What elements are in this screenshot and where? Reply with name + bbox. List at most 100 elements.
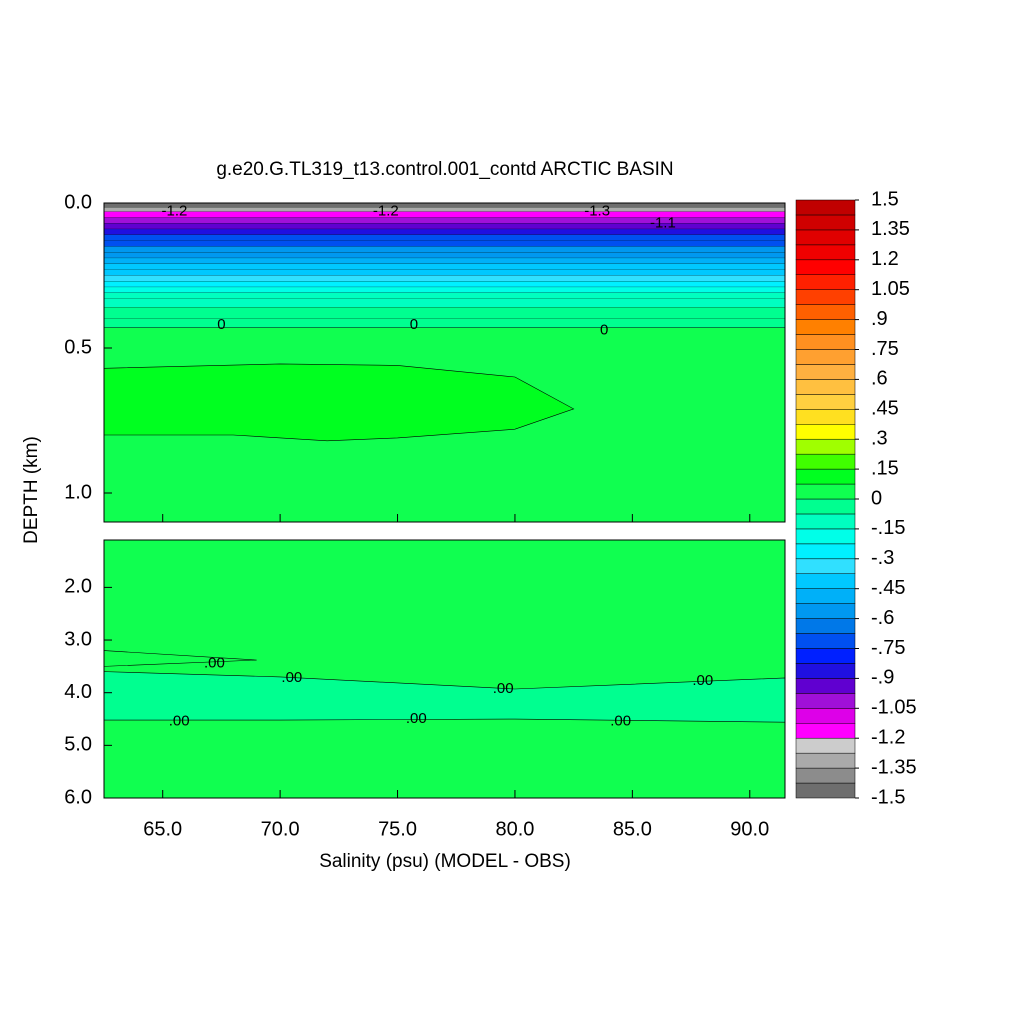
colorbar-label: .9 bbox=[871, 308, 888, 330]
contour-label: .00 bbox=[281, 669, 302, 686]
colorbar-box bbox=[795, 752, 856, 769]
colorbar-label: 1.35 bbox=[871, 218, 910, 240]
colorbar-box bbox=[795, 468, 856, 485]
colorbar-label: -1.2 bbox=[871, 726, 905, 748]
colorbar-label: 1.5 bbox=[871, 188, 899, 210]
colorbar-label: -1.05 bbox=[871, 697, 917, 719]
colorbar-label: -.9 bbox=[871, 667, 894, 689]
contour-band bbox=[104, 223, 785, 230]
contour-label: -1.1 bbox=[650, 214, 676, 231]
colorbar-label: .75 bbox=[871, 338, 899, 360]
contour-band bbox=[104, 203, 785, 208]
colorbar-box bbox=[795, 737, 856, 754]
colorbar-box bbox=[795, 349, 856, 365]
colorbar-box bbox=[795, 528, 856, 545]
x-tick-label: 85.0 bbox=[613, 818, 652, 840]
y-tick-label: 2.0 bbox=[64, 576, 92, 598]
x-tick-label: 75.0 bbox=[378, 818, 417, 840]
contour-band bbox=[104, 258, 785, 264]
colorbar-label: .6 bbox=[871, 368, 888, 390]
contour-band bbox=[104, 211, 785, 218]
colorbar-box bbox=[795, 394, 856, 410]
contour-label: 0 bbox=[410, 316, 418, 333]
colorbar-label: -1.5 bbox=[871, 786, 905, 808]
contour-band bbox=[104, 229, 785, 235]
colorbar-box bbox=[795, 453, 856, 470]
contour-band bbox=[104, 292, 785, 299]
colorbar-box bbox=[795, 708, 856, 724]
contour-band bbox=[104, 252, 785, 259]
contour-band bbox=[104, 319, 785, 328]
x-tick-label: 70.0 bbox=[261, 818, 300, 840]
colorbar-box bbox=[795, 229, 856, 246]
colorbar-label: -.15 bbox=[871, 517, 905, 539]
colorbar-label: -.75 bbox=[871, 637, 905, 659]
colorbar-label: -1.35 bbox=[871, 756, 917, 778]
colorbar-box bbox=[795, 633, 856, 649]
colorbar-box bbox=[795, 723, 856, 739]
panel-background bbox=[104, 540, 785, 798]
y-tick-label: 3.0 bbox=[64, 628, 92, 650]
contour-band bbox=[104, 217, 785, 224]
colorbar-label: 1.05 bbox=[871, 278, 910, 300]
colorbar-box bbox=[795, 513, 856, 530]
colorbar-box bbox=[795, 767, 856, 784]
contour-band bbox=[104, 269, 785, 276]
colorbar-box bbox=[795, 648, 856, 664]
colorbar-box bbox=[795, 438, 856, 455]
colorbar-box bbox=[795, 409, 856, 425]
colorbar-label: .3 bbox=[871, 427, 888, 449]
colorbar-box bbox=[795, 678, 856, 694]
colorbar-box bbox=[795, 334, 856, 350]
contour-band bbox=[104, 207, 785, 212]
chart-title: g.e20.G.TL319_t13.control.001_contd ARCT… bbox=[216, 159, 673, 180]
contour-label: .00 bbox=[204, 655, 225, 672]
colorbar-box bbox=[795, 663, 856, 679]
colorbar-label: 1.2 bbox=[871, 248, 899, 270]
y-tick-label: 1.0 bbox=[64, 481, 92, 503]
contour-band bbox=[104, 246, 785, 253]
colorbar-box bbox=[795, 304, 856, 320]
contour-band bbox=[104, 281, 785, 288]
contour-band bbox=[104, 263, 785, 270]
colorbar-box bbox=[795, 483, 856, 500]
colorbar-box bbox=[795, 498, 856, 515]
contour-label: .00 bbox=[610, 713, 631, 730]
contour-label: .00 bbox=[493, 680, 514, 697]
contour-label: .00 bbox=[692, 672, 713, 689]
contour-label: -1.3 bbox=[584, 203, 610, 220]
colorbar-box bbox=[795, 289, 856, 305]
contour-label: .00 bbox=[169, 713, 190, 730]
y-tick-label: 6.0 bbox=[64, 786, 92, 808]
contour-band bbox=[104, 240, 785, 247]
colorbar-box bbox=[795, 379, 856, 395]
colorbar-box bbox=[795, 693, 856, 709]
panel-frame bbox=[103, 202, 786, 523]
colorbar-box bbox=[795, 244, 856, 261]
y-tick-label: 5.0 bbox=[64, 734, 92, 756]
contour-label: 0 bbox=[217, 316, 225, 333]
colorbar-box bbox=[795, 588, 856, 604]
contour-band bbox=[104, 275, 785, 282]
colorbar-box bbox=[795, 558, 856, 574]
contour-label: 0 bbox=[600, 322, 608, 339]
y-tick-label: 4.0 bbox=[64, 681, 92, 703]
contour-band bbox=[104, 307, 785, 319]
y-axis-label: DEPTH (km) bbox=[21, 436, 42, 544]
contour-region bbox=[103, 363, 575, 442]
colorbar-label: -.6 bbox=[871, 607, 894, 629]
colorbar-box bbox=[795, 618, 856, 634]
x-axis-label: Salinity (psu) (MODEL - OBS) bbox=[319, 851, 571, 872]
colorbar-box bbox=[795, 214, 856, 231]
colorbar-box bbox=[795, 274, 856, 290]
colorbar-box bbox=[795, 782, 856, 799]
y-tick-label: 0.0 bbox=[64, 191, 92, 213]
contour-label: -1.2 bbox=[162, 203, 188, 220]
colorbar-label: .45 bbox=[871, 398, 899, 420]
colorbar-box bbox=[795, 319, 856, 335]
colorbar-box bbox=[795, 364, 856, 380]
colorbar-box bbox=[795, 603, 856, 619]
y-tick-label: 0.5 bbox=[64, 336, 92, 358]
colorbar-label: -.3 bbox=[871, 547, 894, 569]
colorbar-box bbox=[795, 424, 856, 440]
